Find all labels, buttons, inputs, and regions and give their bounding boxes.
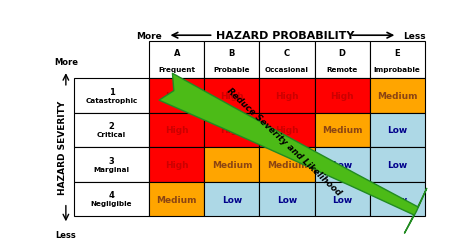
Bar <box>259 42 315 79</box>
Text: Remote: Remote <box>327 67 358 73</box>
Text: Improbable: Improbable <box>374 67 420 73</box>
Bar <box>370 79 425 113</box>
Text: Negligible: Negligible <box>91 200 132 206</box>
Text: A: A <box>173 48 180 57</box>
Bar <box>149 182 204 216</box>
Bar <box>149 113 204 148</box>
Text: More: More <box>137 32 162 41</box>
Text: High: High <box>165 91 189 101</box>
Bar <box>259 79 315 113</box>
Text: Reduce Severity and Likelihood: Reduce Severity and Likelihood <box>225 86 343 197</box>
Bar <box>315 113 370 148</box>
Text: 1: 1 <box>109 87 115 96</box>
Text: HAZARD SEVERITY: HAZARD SEVERITY <box>58 101 67 195</box>
Text: Low: Low <box>277 195 297 204</box>
Text: Frequent: Frequent <box>158 67 195 73</box>
Bar <box>259 182 315 216</box>
Text: Marginal: Marginal <box>93 166 129 172</box>
Text: High: High <box>165 126 189 135</box>
Text: High: High <box>275 91 299 101</box>
Bar <box>259 113 315 148</box>
Bar <box>315 182 370 216</box>
Bar <box>204 113 259 148</box>
Text: Medium: Medium <box>377 91 418 101</box>
Text: Low: Low <box>387 126 407 135</box>
Text: D: D <box>338 48 346 57</box>
Bar <box>370 148 425 182</box>
Text: Low: Low <box>387 160 407 169</box>
Text: Less: Less <box>55 230 76 239</box>
Text: E: E <box>394 48 400 57</box>
Bar <box>315 42 370 79</box>
Bar <box>149 148 204 182</box>
Text: C: C <box>284 48 290 57</box>
Text: Medium: Medium <box>212 160 252 169</box>
Text: Occasional: Occasional <box>265 67 309 73</box>
Text: Critical: Critical <box>97 132 126 138</box>
Bar <box>259 148 315 182</box>
Bar <box>149 79 204 113</box>
Text: Low: Low <box>387 195 407 204</box>
Text: Probable: Probable <box>214 67 250 73</box>
Bar <box>370 113 425 148</box>
Text: Medium: Medium <box>267 160 307 169</box>
Text: Catastrophic: Catastrophic <box>85 97 138 103</box>
Text: Less: Less <box>403 32 425 41</box>
Bar <box>74 148 149 182</box>
Text: Medium: Medium <box>156 195 197 204</box>
Text: Low: Low <box>332 195 352 204</box>
Text: Medium: Medium <box>322 126 362 135</box>
Text: B: B <box>229 48 235 57</box>
Bar <box>149 42 204 79</box>
Bar <box>204 182 259 216</box>
Text: 3: 3 <box>109 156 115 165</box>
Bar <box>370 42 425 79</box>
Text: HAZARD PROBABILITY: HAZARD PROBABILITY <box>216 31 355 41</box>
Text: High: High <box>275 126 299 135</box>
Text: High: High <box>220 126 244 135</box>
Text: High: High <box>220 91 244 101</box>
Text: High: High <box>165 160 189 169</box>
Text: High: High <box>330 91 354 101</box>
Text: 4: 4 <box>109 191 115 200</box>
Bar <box>74 79 149 113</box>
Text: More: More <box>54 58 78 67</box>
Bar <box>204 79 259 113</box>
Bar <box>315 79 370 113</box>
Text: Low: Low <box>332 160 352 169</box>
Bar <box>315 148 370 182</box>
Text: Low: Low <box>222 195 242 204</box>
Bar <box>74 182 149 216</box>
Bar <box>204 148 259 182</box>
Bar <box>74 113 149 148</box>
Text: 2: 2 <box>109 122 115 131</box>
Bar <box>370 182 425 216</box>
Bar <box>204 42 259 79</box>
